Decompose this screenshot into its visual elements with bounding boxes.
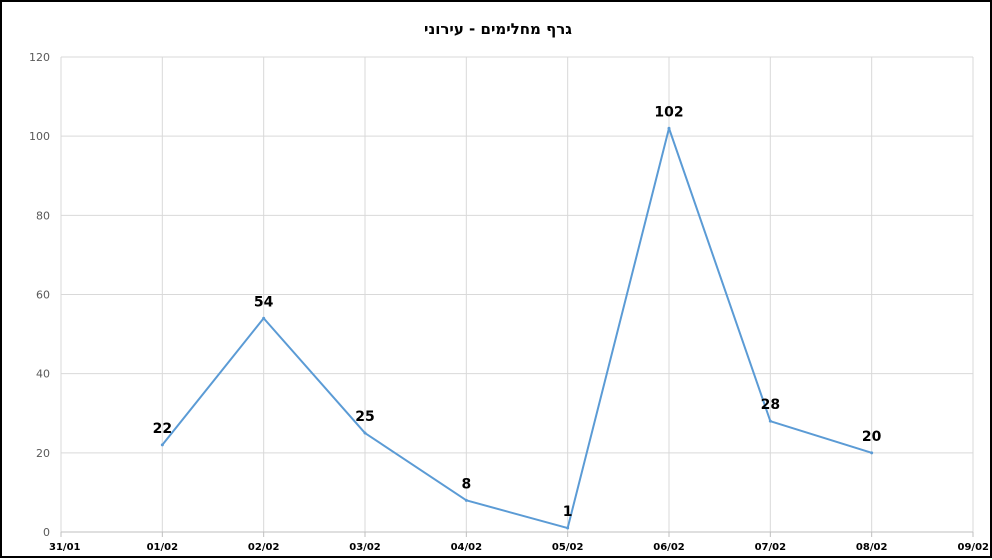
data-label: 28 xyxy=(761,397,780,413)
x-tick-label: 31/01 xyxy=(49,542,81,553)
y-tick-label: 60 xyxy=(36,289,50,302)
y-tick-label: 80 xyxy=(36,209,50,222)
x-tick-label: 08/02 xyxy=(856,542,888,553)
x-tick-label: 05/02 xyxy=(552,542,584,553)
x-tick-label: 09/02 xyxy=(958,542,990,553)
x-tick-label: 07/02 xyxy=(755,542,787,553)
x-tick-label: 01/02 xyxy=(147,542,179,553)
data-labels: 22 54 25 8 1 102 28 20 xyxy=(153,104,882,520)
series-layer xyxy=(160,126,874,530)
data-label: 1 xyxy=(563,504,573,520)
data-point xyxy=(667,126,671,130)
data-label: 20 xyxy=(862,429,882,445)
x-tick-label: 04/02 xyxy=(451,542,483,553)
data-point xyxy=(566,526,570,530)
x-tick-label: 02/02 xyxy=(248,542,280,553)
y-tick-label: 100 xyxy=(29,130,50,143)
data-point xyxy=(464,498,468,502)
chart-title: גרף מחלימים - עירוני xyxy=(424,20,572,38)
data-point xyxy=(363,431,367,435)
y-tick-label: 0 xyxy=(43,526,50,539)
data-point xyxy=(160,443,164,447)
data-label: 22 xyxy=(153,421,172,437)
data-point xyxy=(768,419,772,423)
data-label: 8 xyxy=(461,476,471,492)
gridlines xyxy=(60,56,974,532)
data-point xyxy=(870,451,874,455)
x-tick-label: 03/02 xyxy=(349,542,381,553)
x-tick-label: 06/02 xyxy=(653,542,685,553)
series-line xyxy=(161,127,872,530)
data-label: 25 xyxy=(355,409,374,425)
data-label: 102 xyxy=(654,104,683,120)
data-point xyxy=(262,316,266,320)
y-tick-label: 20 xyxy=(36,447,50,460)
data-label: 54 xyxy=(254,294,274,310)
y-tick-label: 120 xyxy=(29,51,50,64)
y-tick-label: 40 xyxy=(36,368,50,381)
